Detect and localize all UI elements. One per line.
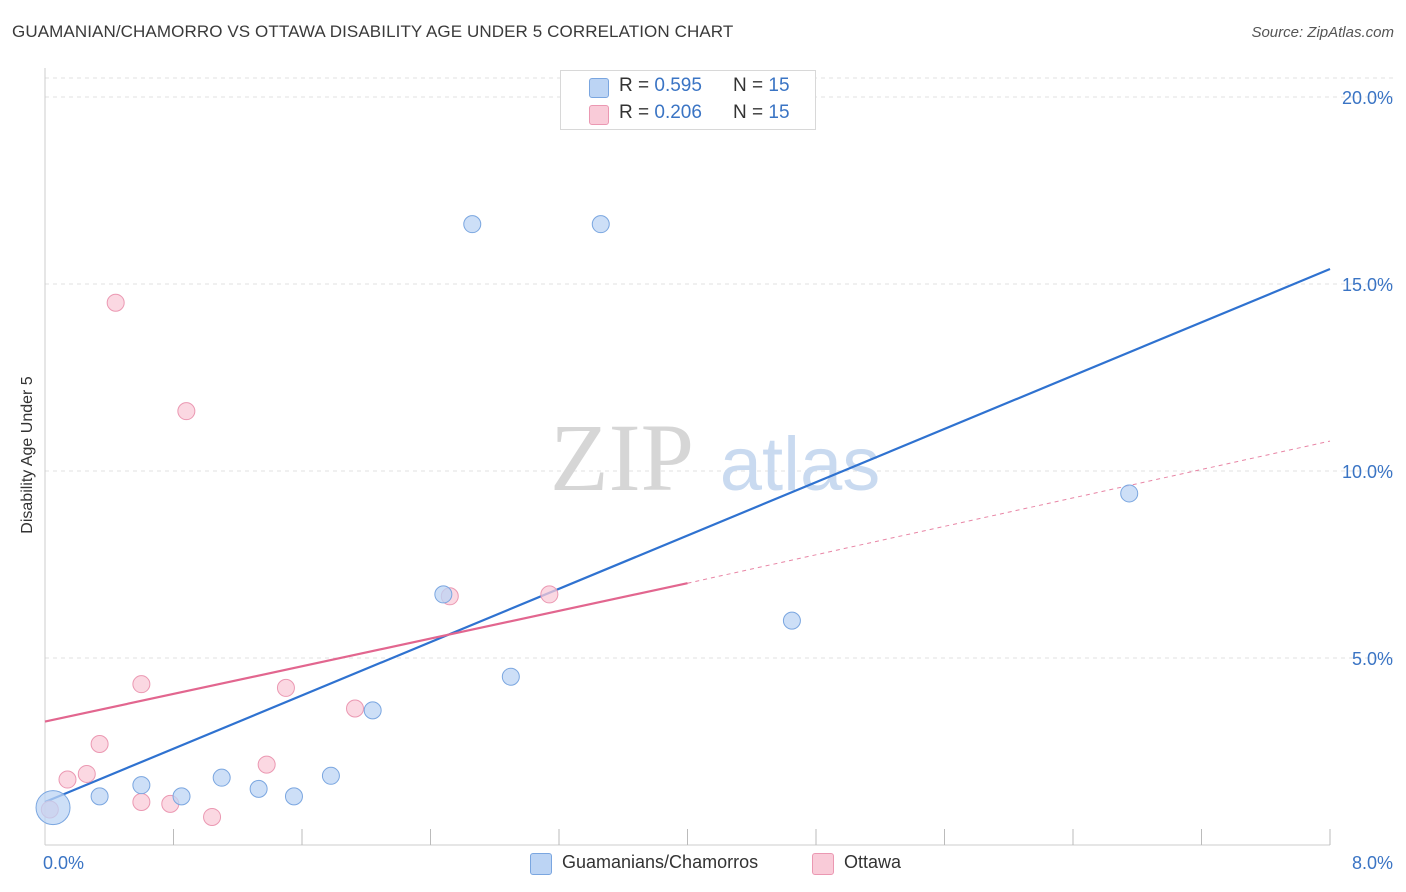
point-ottawa xyxy=(177,402,196,421)
r-value: 0.595 xyxy=(654,75,702,96)
legend-swatch-pink xyxy=(812,853,834,875)
trend-line-ottawa-extension xyxy=(687,440,1331,584)
point-ottawa xyxy=(106,293,125,312)
point-guamanians xyxy=(172,787,191,806)
trend-lines xyxy=(44,268,1331,804)
point-ottawa xyxy=(257,755,276,774)
legend-label: Ottawa xyxy=(844,852,902,872)
point-ottawa xyxy=(90,735,109,754)
point-guamanians xyxy=(35,790,71,826)
watermark-zip: ZIP xyxy=(550,404,694,511)
point-guamanians xyxy=(501,667,520,686)
y-tick-label: 15.0% xyxy=(1342,275,1393,295)
n-value: 15 xyxy=(768,75,790,96)
grid-lines xyxy=(45,77,1394,659)
point-guamanians xyxy=(434,585,453,604)
point-guamanians xyxy=(212,768,231,787)
x-tick-label: 0.0% xyxy=(43,853,84,873)
y-axis-label: Disability Age Under 5 xyxy=(19,376,36,534)
legend-swatch-pink xyxy=(589,105,609,125)
watermark-atlas: atlas xyxy=(720,422,881,507)
y-tick-label: 20.0% xyxy=(1342,88,1393,108)
point-guamanians xyxy=(463,215,482,234)
point-guamanians xyxy=(363,701,382,720)
point-ottawa xyxy=(276,678,295,697)
point-ottawa xyxy=(77,764,96,783)
source-label: Source: ZipAtlas.com xyxy=(1251,24,1394,41)
y-tick-label: 5.0% xyxy=(1352,649,1393,669)
tick-labels: 5.0% 10.0% 15.0% 20.0% 0.0% 8.0% xyxy=(43,88,1393,873)
point-guamanians xyxy=(249,779,268,798)
point-guamanians xyxy=(321,766,340,785)
point-guamanians xyxy=(1120,484,1139,503)
r-label: R = xyxy=(619,75,655,96)
point-ottawa xyxy=(132,792,151,811)
point-ottawa xyxy=(346,699,365,718)
trend-line-ottawa xyxy=(44,582,688,723)
trend-line-guamanians xyxy=(44,268,1331,804)
point-guamanians xyxy=(782,611,801,630)
data-points xyxy=(35,215,1139,826)
legend-swatch-blue xyxy=(589,78,609,98)
axes xyxy=(44,68,1331,846)
point-guamanians xyxy=(90,787,109,806)
point-ottawa xyxy=(58,770,77,789)
n-label: N = xyxy=(733,75,769,96)
n-value: 15 xyxy=(768,102,790,123)
watermark: ZIP atlas xyxy=(550,404,880,511)
r-value: 0.206 xyxy=(654,102,702,123)
n-label: N = xyxy=(733,102,769,123)
x-tick-label: 8.0% xyxy=(1352,853,1393,873)
point-guamanians xyxy=(284,787,303,806)
point-guamanians xyxy=(591,215,610,234)
correlation-legend: R = 0.595 N = 15 R = 0.206 N = 15 xyxy=(560,70,816,130)
r-label: R = xyxy=(619,102,655,123)
y-tick-label: 10.0% xyxy=(1342,462,1393,482)
point-ottawa xyxy=(132,675,151,694)
chart-title: GUAMANIAN/CHAMORRO VS OTTAWA DISABILITY … xyxy=(12,22,734,41)
point-ottawa xyxy=(540,585,559,604)
legend-label: Guamanians/Chamorros xyxy=(562,852,759,872)
point-ottawa xyxy=(203,807,222,826)
legend-swatch-blue xyxy=(530,853,552,875)
point-guamanians xyxy=(132,776,151,795)
